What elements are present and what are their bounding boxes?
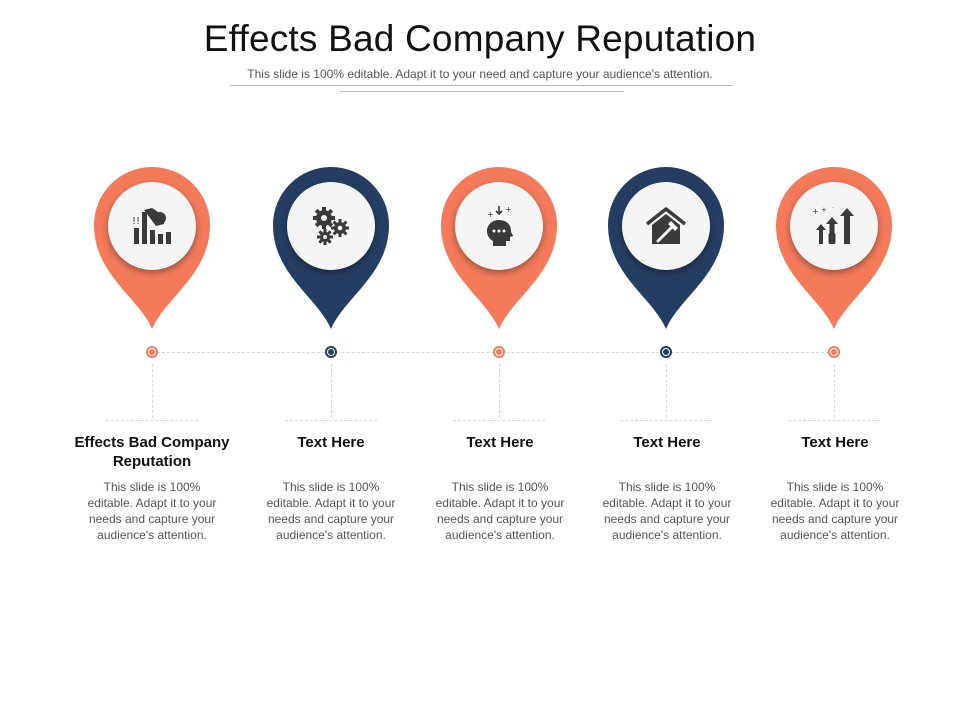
step-title: Text Here [801, 434, 869, 451]
svg-text:+: + [821, 206, 827, 214]
declining-bar-chart-icon: !! [132, 208, 171, 244]
svg-text:+: + [487, 210, 494, 219]
house-hammer-icon [645, 207, 687, 244]
step-description: This slide is 100% editable. Adapt it to… [435, 480, 565, 542]
head-thinking-icon: + + [487, 205, 513, 246]
title-divider-bottom [340, 91, 624, 92]
connector-line [499, 364, 500, 418]
timeline-dot [660, 346, 672, 358]
connector-line [331, 364, 332, 418]
title-divider-top [230, 85, 732, 86]
timeline-dot [146, 346, 158, 358]
svg-text:·: · [832, 205, 834, 212]
step-description: This slide is 100% editable. Adapt it to… [266, 480, 396, 542]
step-title: Effects Bad Company Reputation [74, 434, 230, 470]
timeline-dot [493, 346, 505, 358]
step-divider [453, 420, 545, 421]
step-title: Text Here [297, 434, 365, 451]
svg-text:!!: !! [132, 216, 140, 227]
connector-line [666, 364, 667, 418]
step-divider [788, 420, 880, 421]
connector-line [152, 364, 153, 418]
step-description: This slide is 100% editable. Adapt it to… [602, 480, 732, 542]
step-divider [620, 420, 712, 421]
growth-people-icon: + + · [812, 205, 854, 244]
slide-title: Effects Bad Company Reputation [203, 18, 757, 59]
connector-line [834, 364, 835, 418]
icon-badge [622, 182, 710, 270]
icon-badge [287, 182, 375, 270]
icon-badge: !! [108, 182, 196, 270]
timeline-dot [325, 346, 337, 358]
icon-badge: + + · [790, 182, 878, 270]
slide-subtitle: This slide is 100% editable. Adapt it to… [247, 67, 713, 81]
gears-icon [313, 207, 349, 245]
step-title: Text Here [633, 434, 701, 451]
step-divider [285, 420, 377, 421]
timeline-dot [828, 346, 840, 358]
step-title: Text Here [466, 434, 534, 451]
icon-badge: + + [455, 182, 543, 270]
svg-text:+: + [812, 207, 819, 216]
step-divider [106, 420, 198, 421]
step-description: This slide is 100% editable. Adapt it to… [87, 480, 217, 542]
svg-text:+: + [505, 205, 512, 214]
step-description: This slide is 100% editable. Adapt it to… [770, 480, 900, 542]
